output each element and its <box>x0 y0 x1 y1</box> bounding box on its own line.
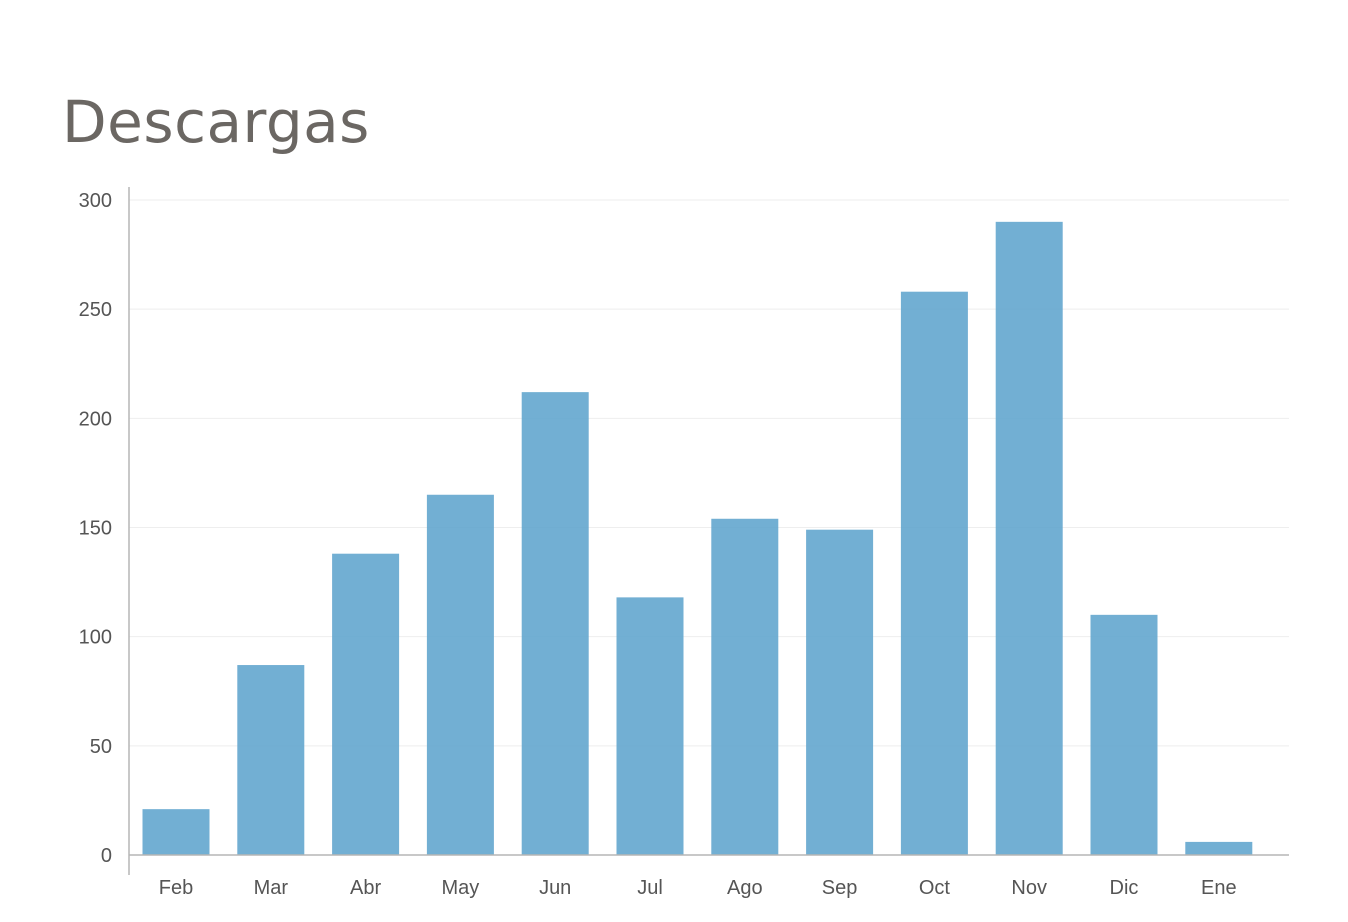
bar-mar <box>237 665 305 855</box>
gridlines <box>129 199 1289 747</box>
y-tick-label: 250 <box>79 299 112 321</box>
x-tick-label: Ago <box>727 877 763 899</box>
x-tick-label: Mar <box>254 877 289 899</box>
x-tick-label: May <box>442 877 480 899</box>
bar-ago <box>711 518 779 855</box>
x-tick-label: Nov <box>1011 877 1047 899</box>
y-tick-label: 0 <box>101 845 112 867</box>
axes <box>128 187 1289 875</box>
x-tick-label: Jul <box>637 877 663 899</box>
x-tick-label: Sep <box>822 877 858 899</box>
x-tick-labels: Feb Mar Abr May Jun Jul Ago Sep Oct Nov Dic Ene <box>159 877 1237 899</box>
bar-sep <box>806 529 874 855</box>
y-tick-label: 300 <box>79 190 112 212</box>
y-tick-label: 50 <box>90 736 112 758</box>
bar-feb <box>142 809 210 855</box>
x-tick-label: Ene <box>1201 877 1237 899</box>
bar-nov <box>995 221 1063 856</box>
x-tick-label: Jun <box>539 877 571 899</box>
bar-ene <box>1185 841 1253 855</box>
bars <box>142 221 1253 856</box>
x-tick-label: Abr <box>350 877 381 899</box>
y-tick-labels: 0 50 100 150 200 250 300 <box>79 190 112 867</box>
bar-jun <box>521 392 589 855</box>
bar-jul <box>616 597 684 855</box>
bar-may <box>426 494 494 855</box>
x-tick-label: Dic <box>1110 877 1139 899</box>
y-tick-label: 150 <box>79 518 112 540</box>
bar-dic <box>1090 614 1158 855</box>
bar-oct <box>900 291 968 855</box>
y-tick-label: 200 <box>79 408 112 430</box>
bar-abr <box>332 553 400 855</box>
x-tick-label: Feb <box>159 877 193 899</box>
x-tick-label: Oct <box>919 877 951 899</box>
chart-title: Descargas <box>62 88 370 156</box>
y-tick-label: 100 <box>79 627 112 649</box>
